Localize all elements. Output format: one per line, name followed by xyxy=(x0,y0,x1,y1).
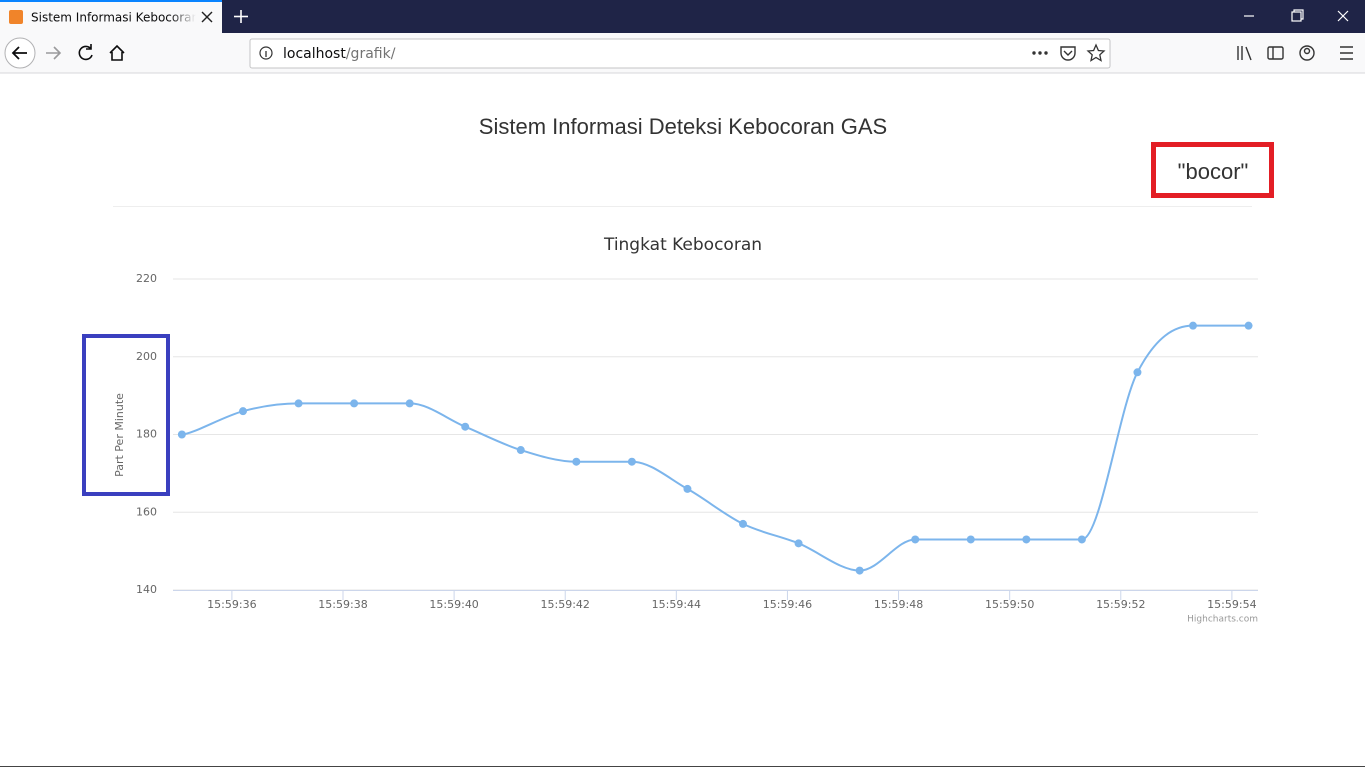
forward-button[interactable] xyxy=(46,46,62,60)
tab-accent xyxy=(0,0,222,2)
point xyxy=(516,446,525,455)
x-tick-label: 15:59:38 xyxy=(318,598,367,611)
x-tick-label: 15:59:54 xyxy=(1207,598,1256,611)
point xyxy=(294,399,303,408)
back-icon xyxy=(11,46,27,60)
x-tick-label: 15:59:48 xyxy=(874,598,923,611)
x-tick-label: 15:59:42 xyxy=(541,598,590,611)
y-tick-label: 200 xyxy=(136,350,157,363)
url-host: localhost xyxy=(283,46,346,62)
bookmark-star[interactable] xyxy=(1086,43,1106,62)
point xyxy=(177,430,186,439)
status-text: "bocor" xyxy=(1178,159,1249,184)
sidebar-icon[interactable] xyxy=(1267,46,1284,60)
x-tick-label: 15:59:44 xyxy=(652,598,701,611)
point xyxy=(1133,368,1142,377)
status-box xyxy=(1151,142,1274,198)
point xyxy=(1189,321,1197,330)
point xyxy=(350,399,359,408)
y-axis-label: Part Per Minute xyxy=(113,393,126,477)
point xyxy=(855,566,864,575)
tab-fade xyxy=(170,3,196,31)
point xyxy=(1244,321,1253,330)
point xyxy=(794,539,803,548)
home-button[interactable] xyxy=(109,44,125,61)
series-line xyxy=(181,324,1249,572)
point xyxy=(966,535,975,544)
library-icon[interactable] xyxy=(1237,46,1252,61)
point xyxy=(683,484,692,493)
url[interactable]: localhost/grafik/ xyxy=(283,46,396,62)
point xyxy=(405,399,414,408)
url-path: /grafik/ xyxy=(346,46,396,62)
tab-bar xyxy=(0,0,1365,33)
pocket-icon[interactable] xyxy=(1060,46,1076,61)
chart-title: Tingkat Kebocoran xyxy=(603,235,762,255)
window-controls[interactable] xyxy=(1244,9,1349,22)
credits[interactable]: Highcharts.com xyxy=(1187,615,1258,625)
point xyxy=(239,407,247,416)
y-tick-label: 140 xyxy=(136,583,157,596)
menu-icon[interactable] xyxy=(1340,46,1353,60)
y-tick-label: 160 xyxy=(136,505,157,518)
x-tick-label: 15:59:36 xyxy=(207,598,256,611)
point xyxy=(1022,535,1031,544)
x-tick-label: 15:59:50 xyxy=(985,598,1034,611)
point xyxy=(572,457,581,466)
url-bar[interactable] xyxy=(249,38,1111,69)
new-tab[interactable] xyxy=(234,10,248,23)
info-icon[interactable] xyxy=(259,46,273,60)
point xyxy=(627,457,636,466)
page-heading: Sistem Informasi Deteksi Kebocoran GAS xyxy=(479,114,887,139)
y-tick-label: 220 xyxy=(136,272,157,285)
y-tick-label: 180 xyxy=(136,428,157,441)
account-icon[interactable] xyxy=(1299,45,1315,61)
reload-button[interactable] xyxy=(78,44,93,61)
point xyxy=(461,422,470,431)
tab-close[interactable] xyxy=(201,11,213,23)
point xyxy=(1077,535,1086,544)
x-tick-label: 15:59:40 xyxy=(429,598,478,611)
point xyxy=(739,519,747,528)
x-tick-label: 15:59:46 xyxy=(763,598,812,611)
tab-title: Sistem Informasi Kebocoran Ga xyxy=(31,11,220,25)
point xyxy=(911,535,920,544)
favicon xyxy=(9,10,23,24)
x-tick-label: 15:59:52 xyxy=(1096,598,1145,611)
page-actions[interactable] xyxy=(1032,51,1048,55)
y-label-box xyxy=(82,334,170,496)
